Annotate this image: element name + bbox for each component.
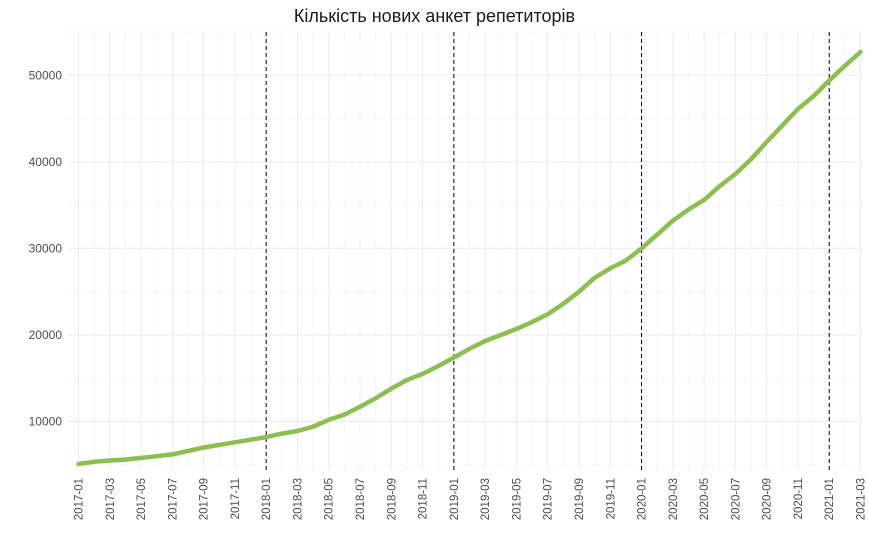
- x-tick-label: 2021-03: [856, 478, 868, 520]
- minor-gridlines: [68, 31, 862, 470]
- y-tick-label: 20000: [29, 328, 63, 342]
- x-tick-label: 2019-07: [543, 478, 555, 520]
- major-gridlines: [68, 32, 862, 470]
- x-tick-label: 2018-11: [418, 478, 430, 519]
- series-group: [76, 49, 863, 467]
- x-tick-label: 2019-01: [449, 478, 461, 520]
- x-tick-label: 2020-11: [793, 478, 805, 519]
- x-tick-label: 2017-05: [136, 478, 148, 520]
- y-tick-label: 10000: [29, 415, 63, 429]
- x-tick-label: 2020-01: [637, 478, 649, 520]
- x-tick-label: 2020-07: [730, 478, 742, 520]
- x-tick-label: 2021-01: [824, 478, 836, 520]
- x-tick-label: 2017-07: [167, 478, 179, 520]
- x-tick-label: 2020-05: [699, 478, 711, 520]
- x-axis-ticks: 2017-01 2017-03 2017-05 2017-07 2017-09 2017-…: [74, 478, 868, 520]
- y-tick-label: 40000: [29, 155, 63, 169]
- x-tick-label: 2020-03: [668, 478, 680, 520]
- x-tick-label: 2019-11: [605, 478, 617, 519]
- x-tick-label: 2019-03: [480, 478, 492, 520]
- y-tick-label: 30000: [29, 241, 63, 255]
- x-tick-label: 2020-09: [762, 478, 774, 520]
- y-axis-ticks: 10000 20000 30000 40000 50000: [29, 68, 63, 428]
- y-tick-label: 50000: [29, 68, 63, 82]
- x-tick-label: 2019-05: [511, 478, 523, 520]
- x-tick-label: 2017-09: [199, 478, 211, 520]
- x-tick-label: 2017-11: [230, 478, 242, 519]
- x-tick-label: 2018-05: [324, 478, 336, 520]
- x-tick-label: 2018-01: [261, 478, 273, 520]
- x-tick-label: 2018-09: [386, 478, 398, 520]
- x-tick-label: 2018-07: [355, 478, 367, 520]
- chart-title: Кількість нових анкет репетиторів: [293, 6, 576, 26]
- x-tick-label: 2018-03: [292, 478, 304, 520]
- series-line: [76, 49, 863, 467]
- x-tick-label: 2017-03: [105, 478, 117, 520]
- x-tick-label: 2017-01: [74, 478, 86, 520]
- x-tick-label: 2019-09: [574, 478, 586, 520]
